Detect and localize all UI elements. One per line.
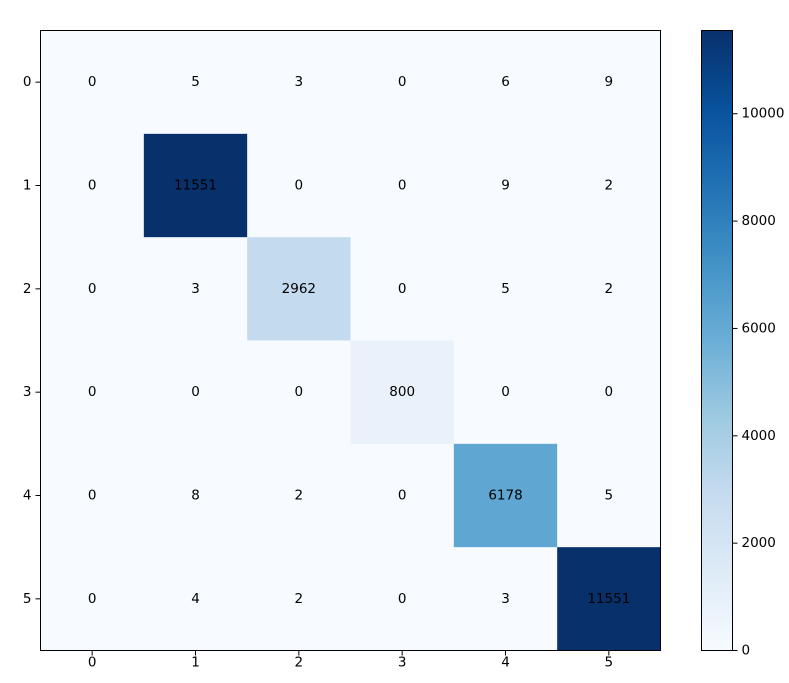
cell-value-label: 2	[605, 178, 614, 194]
heatmap-cell	[143, 30, 248, 135]
colorbar-tick-label: 8000	[742, 213, 776, 229]
cell-value-label: 0	[398, 74, 407, 90]
heatmap-cell	[350, 133, 455, 238]
heatmap-cell	[247, 340, 351, 445]
cell-value-label: 9	[501, 178, 510, 194]
cell-value-label: 11551	[587, 591, 630, 607]
colorbar	[701, 30, 733, 651]
colorbar-tick-label: 2000	[742, 535, 776, 551]
cell-value-label: 6	[501, 74, 510, 90]
cell-value-label: 5	[605, 488, 614, 504]
y-tick-label: 0	[23, 74, 32, 90]
cell-value-label: 800	[389, 384, 415, 400]
heatmap-cell	[557, 30, 661, 135]
cell-value-label: 2	[605, 281, 614, 297]
cell-value-label: 11551	[174, 178, 217, 194]
cell-value-label: 0	[605, 384, 614, 400]
heatmap-cells	[40, 30, 661, 651]
cell-value-label: 0	[88, 384, 97, 400]
x-axis: 0 1 2 3 4 5	[88, 650, 614, 671]
heatmap-cell	[247, 30, 351, 135]
heatmap-cell	[350, 30, 455, 135]
cell-value-label: 4	[191, 591, 200, 607]
heatmap-cell	[143, 237, 248, 341]
cell-value-label: 3	[501, 591, 510, 607]
cell-value-label: 0	[398, 281, 407, 297]
heatmap-cell	[453, 340, 558, 445]
heatmap-cell	[557, 547, 661, 651]
cell-value-label: 8	[191, 488, 200, 504]
heatmap-cell-labels: 0 5 3 0 6 9 0 11551 0 0 9 2 0 3 2962 0 5 2 0 0 0 800 0 0 0 8 2 0 617…	[88, 74, 630, 607]
heatmap-cell	[40, 133, 145, 238]
cell-value-label: 0	[398, 591, 407, 607]
heatmap-cell	[40, 237, 145, 341]
y-tick-label: 5	[23, 591, 32, 607]
heatmap-cell	[40, 443, 145, 548]
cell-value-label: 0	[88, 74, 97, 90]
heatmap-cell	[143, 547, 248, 651]
heatmap-cell	[453, 30, 558, 135]
x-tick-label: 0	[88, 655, 97, 671]
heatmap-cell	[350, 340, 455, 445]
heatmap-cell	[557, 133, 661, 238]
y-tick-label: 4	[23, 488, 32, 504]
cell-value-label: 0	[398, 488, 407, 504]
heatmap-cell	[557, 237, 661, 341]
x-tick-label: 3	[398, 655, 407, 671]
cell-value-label: 9	[605, 74, 614, 90]
cell-value-label: 5	[191, 74, 200, 90]
heatmap-cell	[247, 443, 351, 548]
x-tick-label: 4	[501, 655, 510, 671]
heatmap-cell	[247, 133, 351, 238]
heatmap-cell	[143, 340, 248, 445]
heatmap-cell	[247, 547, 351, 651]
cell-value-label: 0	[501, 384, 510, 400]
heatmap-cell	[40, 30, 145, 135]
heatmap-cell	[557, 443, 661, 548]
y-tick-label: 1	[23, 178, 32, 194]
colorbar-tick-label: 6000	[742, 320, 776, 336]
plot-frame	[40, 30, 661, 651]
cell-value-label: 2962	[282, 281, 316, 297]
cell-value-label: 0	[295, 384, 304, 400]
y-axis: 0 1 2 3 4 5	[23, 74, 41, 607]
cell-value-label: 2	[295, 591, 304, 607]
heatmap-cell	[40, 547, 145, 651]
heatmap-cell	[557, 340, 661, 445]
cell-value-label: 2	[295, 488, 304, 504]
heatmap-cell	[350, 237, 455, 341]
heatmap-cell	[453, 133, 558, 238]
cell-value-label: 0	[88, 488, 97, 504]
heatmap-cell	[453, 443, 558, 548]
x-tick-label: 2	[295, 655, 304, 671]
heatmap-cell	[143, 443, 248, 548]
colorbar-tick-label: 4000	[742, 428, 776, 444]
cell-value-label: 3	[191, 281, 200, 297]
heatmap-cell	[453, 547, 558, 651]
cell-value-label: 0	[88, 591, 97, 607]
colorbar-tick-label: 10000	[742, 106, 785, 122]
x-tick-label: 1	[191, 655, 200, 671]
x-tick-label: 5	[605, 655, 614, 671]
heatmap-cell	[350, 443, 455, 548]
cell-value-label: 3	[295, 74, 304, 90]
y-tick-label: 3	[23, 384, 32, 400]
cell-value-label: 0	[88, 178, 97, 194]
heatmap-cell	[143, 133, 248, 238]
colorbar-tick-label: 0	[742, 643, 751, 659]
cell-value-label: 0	[191, 384, 200, 400]
heatmap-cell	[350, 547, 455, 651]
cell-value-label: 0	[88, 281, 97, 297]
heatmap-cell	[453, 237, 558, 341]
cell-value-label: 5	[501, 281, 510, 297]
heatmap-cell	[40, 340, 145, 445]
cell-value-label: 0	[398, 178, 407, 194]
y-tick-label: 2	[23, 281, 32, 297]
colorbar-axis: 0 2000 4000 6000 8000 10000	[732, 106, 785, 659]
heatmap-cell	[247, 237, 351, 341]
cell-value-label: 0	[295, 178, 304, 194]
cell-value-label: 6178	[488, 488, 522, 504]
